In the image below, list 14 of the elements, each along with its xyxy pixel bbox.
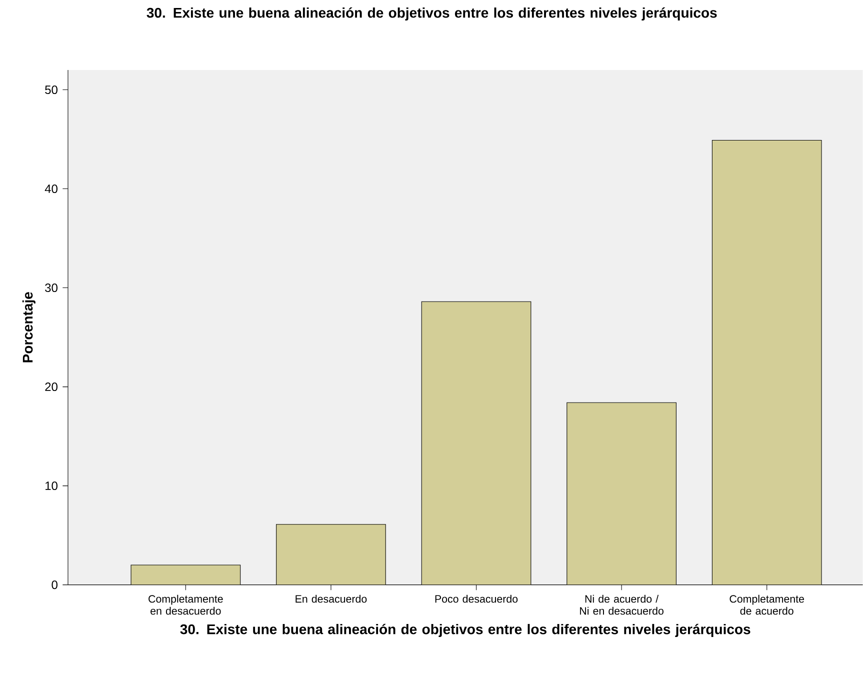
- y-tick-label: 0: [52, 580, 58, 590]
- x-tick-label: En desacuerdo: [296, 594, 367, 603]
- chart-title: 30. Existe une buena alineación de objetivos entre los diferentes niveles jerárquicos: [146, 7, 717, 21]
- y-tick-label: 10: [46, 482, 58, 490]
- x-tick-label: Completamente de acuerdo: [730, 594, 804, 615]
- x-axis-title: 30. Existe une buena alineación de objetivos entre los diferentes niveles jerárquicos: [180, 624, 750, 638]
- x-tick-label: Completamente en desacuerdo: [148, 594, 223, 615]
- y-tick-label: 40: [44, 184, 58, 194]
- y-tick-label: 30: [45, 284, 58, 292]
- x-tick-label: Poco desacuerdo: [435, 594, 518, 603]
- y-tick-label: 50: [45, 86, 58, 94]
- y-tick-label: 20: [45, 382, 58, 392]
- y-axis-title: Porcentaje: [22, 292, 36, 362]
- x-tick-label: Ni de acuerdo / Ni en desacuerdo: [580, 594, 664, 615]
